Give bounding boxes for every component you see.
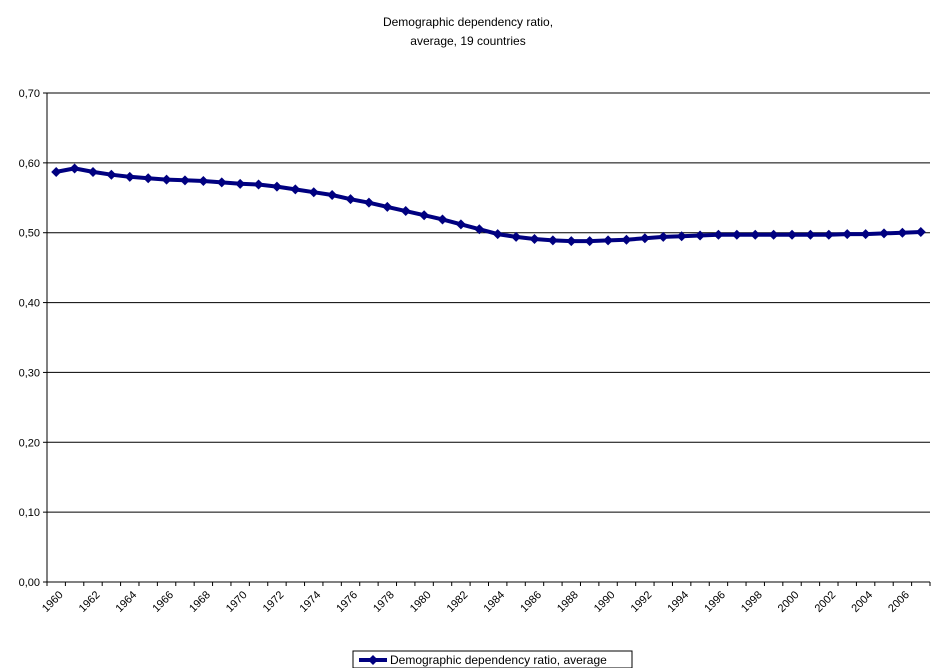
data-point-marker xyxy=(437,214,448,225)
data-point-marker xyxy=(382,201,393,212)
data-point-marker xyxy=(419,210,430,221)
data-point-marker xyxy=(455,219,466,230)
x-tick-label: 1962 xyxy=(77,589,103,615)
x-tick-label: 1988 xyxy=(555,589,581,615)
x-tick-label: 1994 xyxy=(665,589,691,615)
legend-label: Demographic dependency ratio, average xyxy=(390,653,607,667)
y-tick-label: 0,00 xyxy=(19,577,40,589)
data-point-marker xyxy=(879,228,890,239)
y-tick-label: 0,40 xyxy=(19,298,40,310)
data-point-marker xyxy=(198,176,209,187)
data-point-marker xyxy=(400,206,411,217)
y-tick-label: 0,60 xyxy=(19,158,40,170)
y-tick-label: 0,70 xyxy=(19,88,40,100)
data-point-marker xyxy=(805,229,816,240)
data-point-marker xyxy=(787,229,798,240)
data-point-marker xyxy=(768,229,779,240)
y-axis: 0,00 0,10 0,20 0,30 0,40 0,50 0,60 0,70 xyxy=(19,88,48,589)
gridlines xyxy=(47,92,930,513)
legend-box xyxy=(352,650,633,668)
data-point-marker xyxy=(492,229,503,240)
x-tick-label: 1972 xyxy=(261,589,287,615)
x-axis: 1960 1962 1964 1966 1968 1970 1972 1974 1976 1978… xyxy=(40,581,931,615)
data-point-marker xyxy=(327,189,338,200)
data-point-marker xyxy=(87,166,98,177)
x-tick-label: 1978 xyxy=(371,589,397,615)
x-tick-label: 2000 xyxy=(776,589,802,615)
x-tick-label: 1998 xyxy=(739,589,765,615)
data-point-marker xyxy=(639,233,650,244)
data-point-marker xyxy=(842,229,853,240)
data-point-marker xyxy=(750,229,761,240)
data-point-marker xyxy=(603,235,614,246)
data-point-marker xyxy=(308,187,319,198)
data-point-marker xyxy=(823,229,834,240)
y-tick-label: 0,30 xyxy=(19,367,40,379)
data-point-marker xyxy=(584,236,595,247)
data-point-marker xyxy=(511,231,522,242)
data-point-marker xyxy=(897,227,908,238)
data-point-marker xyxy=(161,174,172,185)
data-point-marker xyxy=(676,231,687,242)
x-tick-label: 1960 xyxy=(40,589,66,615)
x-tick-label: 1974 xyxy=(298,589,324,615)
data-point-marker xyxy=(143,173,154,184)
chart-title-line-2: average, 19 countries xyxy=(410,34,525,48)
data-point-marker xyxy=(915,227,926,238)
data-point-marker xyxy=(51,166,62,177)
data-point-marker xyxy=(363,197,374,208)
x-tick-label: 1986 xyxy=(518,589,544,615)
data-point-marker xyxy=(235,178,246,189)
data-point-marker xyxy=(731,229,742,240)
data-point-marker xyxy=(179,175,190,186)
data-point-marker xyxy=(621,234,632,245)
data-point-marker xyxy=(216,177,227,188)
x-tick-label: 1976 xyxy=(334,589,360,615)
data-point-marker xyxy=(695,230,706,241)
x-tick-label: 1984 xyxy=(481,589,507,615)
y-tick-label: 0,10 xyxy=(19,507,40,519)
data-point-marker xyxy=(290,184,301,195)
data-point-marker xyxy=(253,179,264,190)
x-tick-label: 1968 xyxy=(187,589,213,615)
x-tick-label: 1990 xyxy=(592,589,618,615)
data-point-marker xyxy=(713,229,724,240)
chart-title-line-1: Demographic dependency ratio, xyxy=(383,15,553,29)
data-point-marker xyxy=(106,169,117,180)
data-point-marker xyxy=(69,163,80,174)
x-tick-label: 1966 xyxy=(150,589,176,615)
legend: Demographic dependency ratio, average xyxy=(352,650,633,668)
data-point-marker xyxy=(474,224,485,235)
y-tick-label: 0,20 xyxy=(19,437,40,449)
data-point-marker xyxy=(658,231,669,242)
data-point-marker xyxy=(271,181,282,192)
data-point-marker xyxy=(860,229,871,240)
data-point-marker xyxy=(124,171,135,182)
data-point-marker xyxy=(566,236,577,247)
x-tick-label: 1996 xyxy=(702,589,728,615)
legend-marker-swatch xyxy=(368,655,378,665)
data-point-marker xyxy=(345,194,356,205)
series-layer xyxy=(51,163,926,247)
data-point-marker xyxy=(547,235,558,246)
x-tick-label: 2002 xyxy=(813,589,839,615)
x-tick-label: 1964 xyxy=(114,589,140,615)
data-point-marker xyxy=(529,234,540,245)
x-tick-label: 1970 xyxy=(224,589,250,615)
x-tick-label: 1982 xyxy=(445,589,471,615)
x-tick-label: 2004 xyxy=(849,589,875,615)
x-tick-label: 2006 xyxy=(886,589,912,615)
x-tick-label: 1992 xyxy=(629,589,655,615)
y-tick-label: 0,50 xyxy=(19,228,40,240)
x-tick-label: 1980 xyxy=(408,589,434,615)
